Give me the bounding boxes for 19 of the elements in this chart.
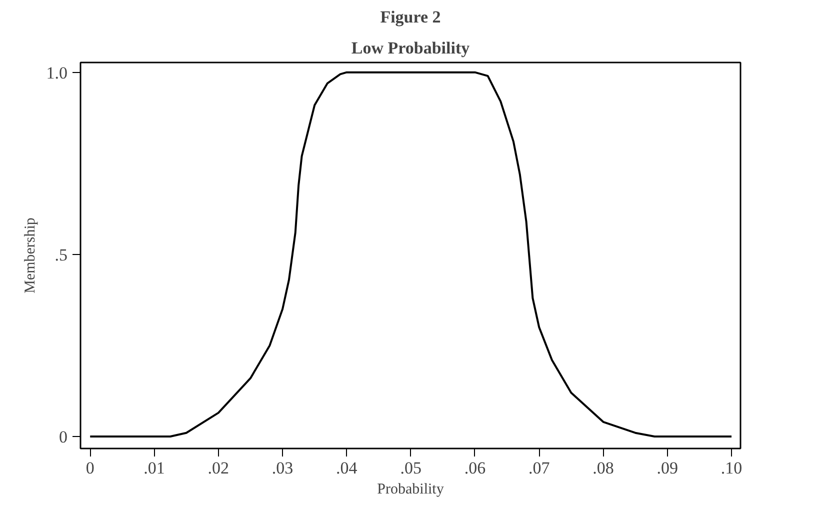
x-tick-label: .10 <box>720 458 742 478</box>
x-tick-label: .08 <box>592 458 614 478</box>
y-tick-label: 1.0 <box>46 63 68 82</box>
x-tick-label: 0 <box>86 458 94 478</box>
chart-title: Figure 2 <box>380 8 441 26</box>
x-tick-label: .01 <box>144 458 165 478</box>
x-tick-label: .06 <box>464 458 486 478</box>
x-tick-label: .09 <box>656 458 678 478</box>
x-tick-label: .04 <box>336 458 358 478</box>
y-axis-title: Membership <box>22 218 38 294</box>
x-tick-label: .05 <box>400 458 422 478</box>
chart-subtitle: Low Probability <box>351 38 470 58</box>
y-tick-label: .5 <box>54 245 68 264</box>
x-tick-label: .07 <box>528 458 550 478</box>
x-tick-label: .03 <box>272 458 294 478</box>
y-tick-label: 0 <box>59 427 68 446</box>
x-axis-title: Probability <box>377 482 444 498</box>
line-series <box>89 71 733 438</box>
x-tick-label: .02 <box>208 458 230 478</box>
